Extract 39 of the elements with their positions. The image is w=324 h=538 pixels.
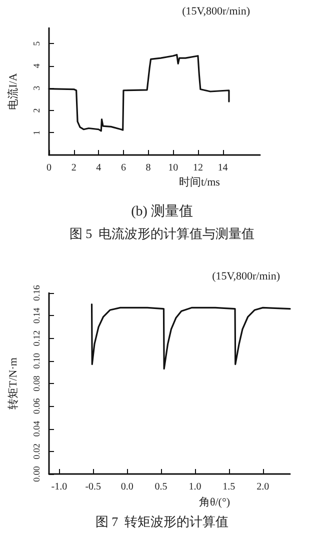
y-tick-label: 4 (32, 63, 42, 68)
x-tick-label: 0 (46, 162, 52, 174)
y-tick-label: 3 (32, 85, 42, 90)
text: (15V,800r/min) (212, 270, 280, 282)
y-tick-label: 0.00 (32, 466, 42, 482)
x-tick-label: 4 (96, 162, 102, 174)
x-axis-title: 时间t/ms (179, 176, 220, 188)
y-tick-label: 0.04 (32, 420, 42, 437)
x-tick-label: -1.0 (51, 482, 68, 492)
x-axis-title: 角θ/(°) (198, 496, 230, 508)
y-tick-label: 0.06 (32, 398, 42, 414)
text: (15V,800r/min) (182, 6, 250, 18)
x-tick-label: 0.0 (120, 482, 134, 492)
x-tick-label: 10 (168, 162, 178, 174)
y-axis-title: 转矩T/N·m (8, 357, 20, 410)
line-series (90, 304, 291, 370)
caption: 图 5 电流波形的计算值与测量值 (69, 226, 255, 241)
y-tick-label: 0.16 (32, 284, 42, 301)
x-tick-label: 8 (146, 162, 151, 174)
y-tick-label: 0.14 (32, 307, 42, 324)
y-tick-label: 5 (32, 40, 42, 46)
x-tick-label: 1.5 (222, 482, 236, 492)
y-tick-label: 1 (32, 130, 42, 135)
x-tick-label: 0.5 (154, 482, 168, 492)
caption: 图 7 转矩波形的计算值 (95, 514, 229, 529)
x-tick-label: 2 (71, 162, 76, 174)
text: (b) 测量值 (131, 204, 193, 220)
x-tick-label: -0.5 (85, 482, 102, 492)
x-tick-label: 2.0 (256, 482, 270, 492)
y-tick-label: 0.08 (32, 375, 42, 392)
x-tick-label: 6 (120, 162, 126, 174)
y-tick-label: 0.10 (32, 352, 42, 369)
y-axis-title: 电流I/A (6, 73, 20, 110)
y-tick-label: 0.02 (32, 444, 42, 460)
x-tick-label: 1.0 (188, 482, 202, 492)
y-tick-label: 2 (32, 108, 42, 113)
y-tick-label: 0.12 (32, 330, 42, 346)
x-tick-label: 14 (218, 162, 228, 174)
x-tick-label: 12 (192, 162, 203, 174)
